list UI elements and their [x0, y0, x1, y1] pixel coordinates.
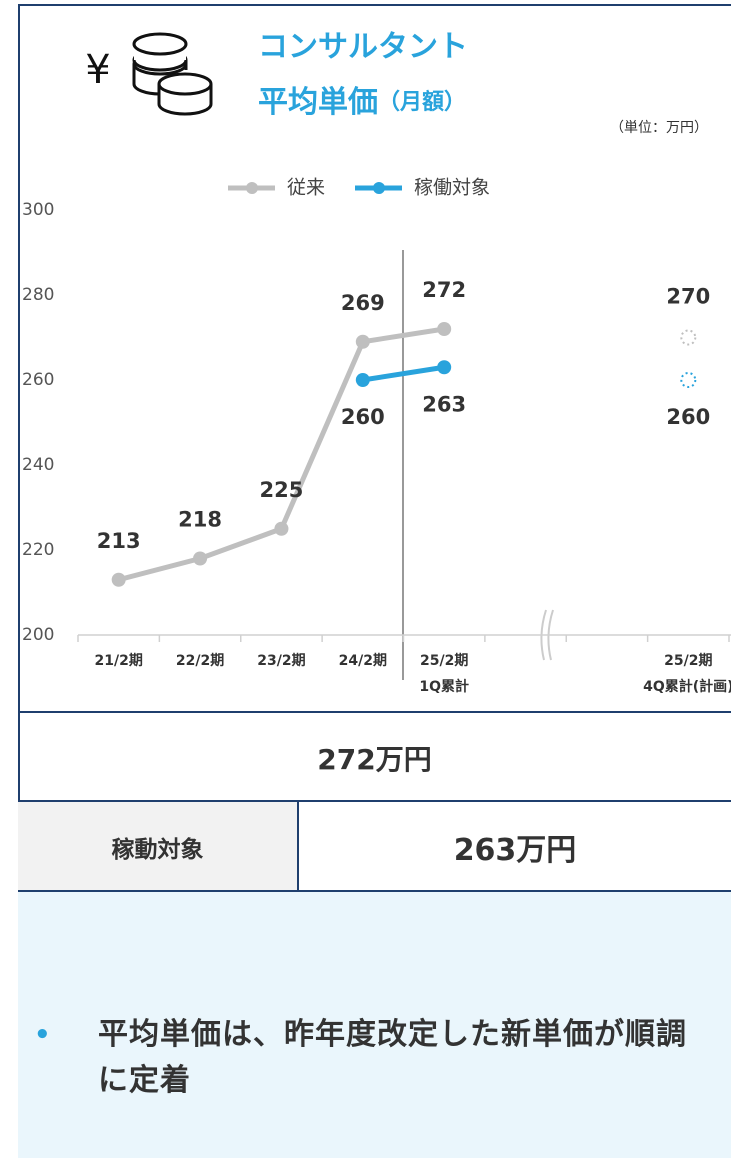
point — [111, 572, 126, 587]
point — [355, 334, 370, 349]
y-tick-label: 300 — [22, 200, 54, 220]
data-label: 260 — [341, 405, 385, 429]
x-tick-label: 21/2期 — [95, 653, 143, 669]
data-label: 272 — [422, 278, 466, 302]
data-label: 225 — [260, 478, 304, 502]
total: 272万円 — [317, 742, 432, 776]
x-tick-label: 23/2期 — [257, 653, 305, 669]
x-tick-label: 1Q累計 — [419, 678, 469, 695]
y-tick-label: 260 — [22, 370, 54, 390]
data-label: 213 — [97, 529, 141, 553]
point — [355, 373, 370, 387]
title-sub: （月額） — [378, 89, 466, 115]
total-row: 272万円 — [18, 711, 731, 802]
title-main: 平均単価 — [258, 85, 378, 120]
data-label: 260 — [666, 405, 710, 429]
data-label: 263 — [422, 392, 466, 416]
x-tick-label: 25/2期 — [664, 653, 712, 669]
note-box: • 平均単価は、昨年度改定した新単価が順調に定着 — [18, 890, 731, 1158]
legend-label: 稼働対象 — [414, 177, 490, 199]
point — [193, 551, 208, 566]
legend-marker — [373, 182, 385, 194]
chart: ¥ コンサルタント 平均単価（月額） （単位：万円） 200 220 240 260 2… — [22, 30, 731, 695]
y-tick-label: 240 — [22, 455, 54, 475]
point — [437, 360, 452, 375]
note: 平均単価は、昨年度改定した新単価が順調に定着 — [98, 1017, 687, 1098]
series-line — [118, 326, 445, 583]
target-label: 稼動対象 — [18, 802, 299, 892]
plan-marker — [680, 372, 697, 388]
y-tick-label: 280 — [22, 285, 54, 305]
series-line — [362, 364, 445, 383]
frame — [18, 4, 731, 1158]
x-tick-label: 24/2期 — [339, 653, 387, 669]
plan-marker — [680, 329, 697, 346]
y-tick-label: 200 — [22, 625, 54, 645]
data-label: 270 — [666, 285, 710, 309]
bullet: • — [34, 1020, 51, 1050]
coin-icon — [132, 32, 213, 116]
legend-label: 従来 — [287, 177, 325, 199]
x-tick-label: 25/2期 — [420, 653, 468, 669]
title: コンサルタント — [258, 30, 468, 65]
target-row: 稼動対象 263万円 — [18, 800, 731, 892]
unit: （単位：万円） — [610, 120, 708, 136]
target-value: 263万円 — [453, 833, 577, 868]
yen-icon: ¥ — [85, 47, 110, 93]
x-tick-label: 4Q累計(計画) — [643, 678, 731, 695]
legend-marker — [246, 182, 258, 194]
y-tick-label: 220 — [22, 540, 54, 560]
point — [437, 322, 452, 336]
point — [274, 521, 289, 536]
data-label: 269 — [341, 291, 385, 315]
x-tick-label: 22/2期 — [176, 653, 224, 669]
title: 平均単価（月額） — [258, 85, 466, 120]
data-label: 218 — [178, 508, 222, 532]
